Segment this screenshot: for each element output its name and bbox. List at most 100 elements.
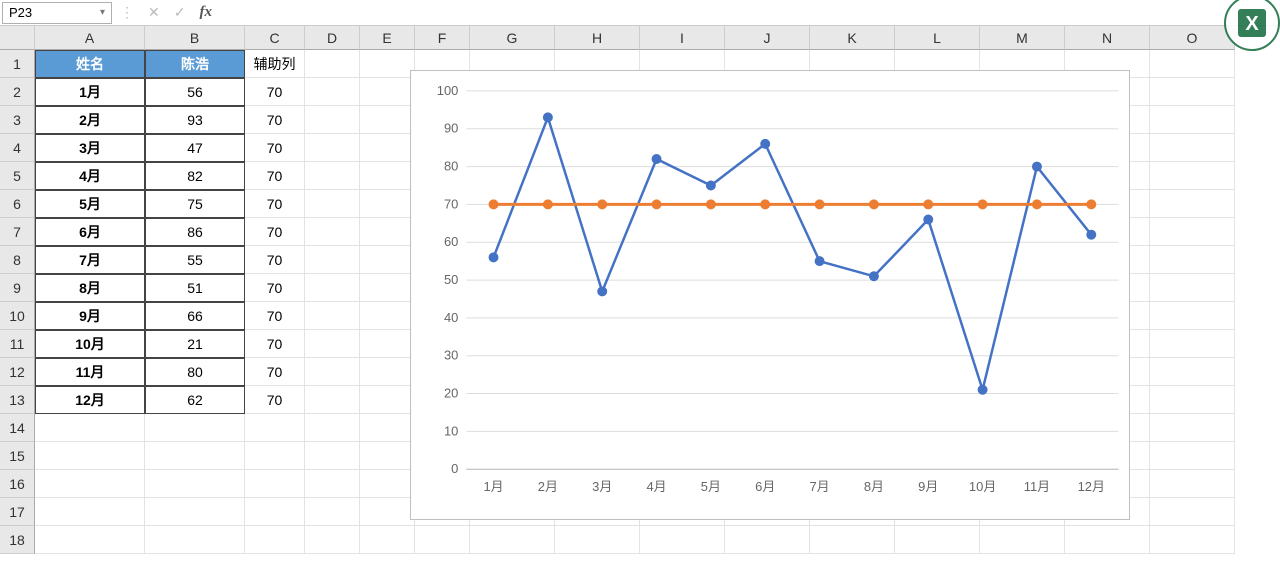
cell-B18[interactable] bbox=[145, 526, 245, 554]
cell-O12[interactable] bbox=[1150, 358, 1235, 386]
chart-point[interactable] bbox=[706, 199, 716, 209]
cell-O14[interactable] bbox=[1150, 414, 1235, 442]
column-header-C[interactable]: C bbox=[245, 26, 305, 50]
chart-point[interactable] bbox=[597, 199, 607, 209]
cell-A1[interactable]: 姓名 bbox=[35, 50, 145, 78]
row-header-16[interactable]: 16 bbox=[0, 470, 35, 498]
cell-O16[interactable] bbox=[1150, 470, 1235, 498]
cell-E18[interactable] bbox=[360, 526, 415, 554]
cell-E13[interactable] bbox=[360, 386, 415, 414]
chart-point[interactable] bbox=[760, 199, 770, 209]
cell-A10[interactable]: 9月 bbox=[35, 302, 145, 330]
cell-D9[interactable] bbox=[305, 274, 360, 302]
cell-H18[interactable] bbox=[555, 526, 640, 554]
cell-C5[interactable]: 70 bbox=[245, 162, 305, 190]
cell-E7[interactable] bbox=[360, 218, 415, 246]
cell-O10[interactable] bbox=[1150, 302, 1235, 330]
cell-A15[interactable] bbox=[35, 442, 145, 470]
row-header-2[interactable]: 2 bbox=[0, 78, 35, 106]
cell-D1[interactable] bbox=[305, 50, 360, 78]
cell-E5[interactable] bbox=[360, 162, 415, 190]
column-header-F[interactable]: F bbox=[415, 26, 470, 50]
cell-I18[interactable] bbox=[640, 526, 725, 554]
cell-D18[interactable] bbox=[305, 526, 360, 554]
chart-point[interactable] bbox=[1086, 230, 1096, 240]
cell-C1[interactable]: 辅助列 bbox=[245, 50, 305, 78]
chart-point[interactable] bbox=[543, 199, 553, 209]
cell-B11[interactable]: 21 bbox=[145, 330, 245, 358]
cell-C8[interactable]: 70 bbox=[245, 246, 305, 274]
cell-B8[interactable]: 55 bbox=[145, 246, 245, 274]
cell-D6[interactable] bbox=[305, 190, 360, 218]
cell-E4[interactable] bbox=[360, 134, 415, 162]
cell-E2[interactable] bbox=[360, 78, 415, 106]
cell-D11[interactable] bbox=[305, 330, 360, 358]
cell-O9[interactable] bbox=[1150, 274, 1235, 302]
chart-point[interactable] bbox=[869, 199, 879, 209]
cell-B2[interactable]: 56 bbox=[145, 78, 245, 106]
cell-E10[interactable] bbox=[360, 302, 415, 330]
cell-C2[interactable]: 70 bbox=[245, 78, 305, 106]
line-chart[interactable]: 01020304050607080901001月2月3月4月5月6月7月8月9月… bbox=[410, 70, 1130, 520]
cell-A18[interactable] bbox=[35, 526, 145, 554]
cell-B14[interactable] bbox=[145, 414, 245, 442]
cell-L18[interactable] bbox=[895, 526, 980, 554]
row-header-15[interactable]: 15 bbox=[0, 442, 35, 470]
row-header-5[interactable]: 5 bbox=[0, 162, 35, 190]
row-header-14[interactable]: 14 bbox=[0, 414, 35, 442]
chart-point[interactable] bbox=[1032, 199, 1042, 209]
cell-D17[interactable] bbox=[305, 498, 360, 526]
cell-O17[interactable] bbox=[1150, 498, 1235, 526]
chart-point[interactable] bbox=[978, 199, 988, 209]
cell-E16[interactable] bbox=[360, 470, 415, 498]
cell-B13[interactable]: 62 bbox=[145, 386, 245, 414]
cell-D8[interactable] bbox=[305, 246, 360, 274]
cell-A9[interactable]: 8月 bbox=[35, 274, 145, 302]
column-header-J[interactable]: J bbox=[725, 26, 810, 50]
cell-B3[interactable]: 93 bbox=[145, 106, 245, 134]
cell-A8[interactable]: 7月 bbox=[35, 246, 145, 274]
fx-icon[interactable]: fx bbox=[199, 4, 212, 21]
cell-B12[interactable]: 80 bbox=[145, 358, 245, 386]
cell-E6[interactable] bbox=[360, 190, 415, 218]
cell-K18[interactable] bbox=[810, 526, 895, 554]
chart-point[interactable] bbox=[489, 252, 499, 262]
cell-E11[interactable] bbox=[360, 330, 415, 358]
chart-series-陈浩[interactable] bbox=[494, 117, 1092, 389]
cell-C13[interactable]: 70 bbox=[245, 386, 305, 414]
chart-point[interactable] bbox=[923, 215, 933, 225]
cell-O7[interactable] bbox=[1150, 218, 1235, 246]
chart-point[interactable] bbox=[869, 271, 879, 281]
row-header-7[interactable]: 7 bbox=[0, 218, 35, 246]
cell-A17[interactable] bbox=[35, 498, 145, 526]
cell-B15[interactable] bbox=[145, 442, 245, 470]
cell-A13[interactable]: 12月 bbox=[35, 386, 145, 414]
formula-input[interactable] bbox=[218, 2, 1280, 24]
column-header-N[interactable]: N bbox=[1065, 26, 1150, 50]
cell-D12[interactable] bbox=[305, 358, 360, 386]
cell-E9[interactable] bbox=[360, 274, 415, 302]
cell-C17[interactable] bbox=[245, 498, 305, 526]
cell-A2[interactable]: 1月 bbox=[35, 78, 145, 106]
column-header-A[interactable]: A bbox=[35, 26, 145, 50]
cell-B16[interactable] bbox=[145, 470, 245, 498]
cell-B9[interactable]: 51 bbox=[145, 274, 245, 302]
cell-O8[interactable] bbox=[1150, 246, 1235, 274]
cell-B4[interactable]: 47 bbox=[145, 134, 245, 162]
cell-C7[interactable]: 70 bbox=[245, 218, 305, 246]
row-header-17[interactable]: 17 bbox=[0, 498, 35, 526]
cell-O15[interactable] bbox=[1150, 442, 1235, 470]
cell-B10[interactable]: 66 bbox=[145, 302, 245, 330]
cell-C16[interactable] bbox=[245, 470, 305, 498]
cell-D10[interactable] bbox=[305, 302, 360, 330]
column-header-O[interactable]: O bbox=[1150, 26, 1235, 50]
cell-D3[interactable] bbox=[305, 106, 360, 134]
column-header-K[interactable]: K bbox=[810, 26, 895, 50]
cell-O3[interactable] bbox=[1150, 106, 1235, 134]
cell-C15[interactable] bbox=[245, 442, 305, 470]
cell-J18[interactable] bbox=[725, 526, 810, 554]
cell-C11[interactable]: 70 bbox=[245, 330, 305, 358]
cell-C12[interactable]: 70 bbox=[245, 358, 305, 386]
chart-point[interactable] bbox=[597, 286, 607, 296]
chart-point[interactable] bbox=[760, 139, 770, 149]
